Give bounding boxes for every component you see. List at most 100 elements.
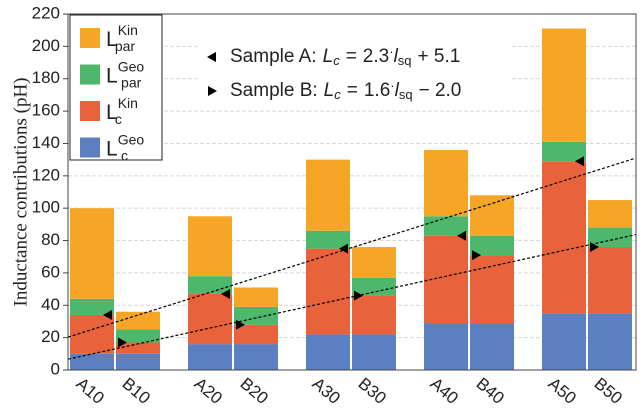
- legend-label-part: Kin: [118, 95, 138, 111]
- y-tick-label: 160: [32, 101, 60, 120]
- equation-part: L: [324, 80, 335, 101]
- x-tick-label: B30: [355, 374, 390, 408]
- legend-label-part: c: [115, 111, 122, 127]
- legend-swatch: [80, 64, 100, 85]
- bar-segment: [352, 334, 396, 370]
- y-tick-label: 80: [41, 230, 60, 249]
- x-tick-label: B50: [591, 374, 626, 408]
- bar-segment: [470, 235, 514, 256]
- x-tick-label: A10: [73, 374, 108, 408]
- fit-equation: Sample A: Lc = 2.3·lsq + 5.1: [230, 44, 460, 68]
- bar-segment: [306, 248, 350, 335]
- y-tick-label: 20: [41, 327, 60, 346]
- x-tick-label: B20: [237, 374, 272, 408]
- equation-part: ·: [389, 44, 393, 59]
- legend-label-part: par: [115, 38, 136, 54]
- bar-segment: [234, 324, 278, 345]
- bar-segment: [116, 311, 160, 330]
- bar-segment: [352, 277, 396, 296]
- bar-segment: [470, 255, 514, 324]
- bar-segment: [70, 353, 114, 370]
- bar-segment: [352, 247, 396, 278]
- x-tick-label: B10: [119, 374, 154, 408]
- bar-segment: [188, 344, 232, 370]
- y-tick-label: 180: [32, 68, 60, 87]
- legend-label-part: L: [106, 101, 118, 124]
- legend-swatch: [80, 137, 100, 158]
- bar-segment: [542, 313, 586, 370]
- equation-part: =: [347, 80, 358, 101]
- bar-segment: [116, 342, 160, 354]
- lc-marker: [236, 319, 245, 330]
- equation-part: 2.3: [363, 46, 389, 67]
- bar-segment: [234, 287, 278, 307]
- legend-label-part: Geo: [118, 131, 145, 147]
- bar-segment: [234, 344, 278, 370]
- x-tick-label: A40: [427, 374, 462, 408]
- bar-segment: [470, 323, 514, 370]
- y-axis-label: Inductance contributions (pH): [10, 78, 31, 307]
- lc-marker: [118, 337, 127, 348]
- y-tick-label: 140: [32, 133, 60, 152]
- equation-part: ·: [390, 78, 394, 93]
- lc-marker: [221, 288, 230, 299]
- equation-part: l: [395, 80, 400, 101]
- equation-part: 1.6: [364, 80, 390, 101]
- x-tick-label: B40: [473, 374, 508, 408]
- y-tick-label: 0: [51, 359, 60, 378]
- x-tick-label: A20: [191, 374, 226, 408]
- y-tick-label: 220: [32, 3, 60, 22]
- bar-segment: [188, 293, 232, 345]
- bar-segment: [116, 329, 160, 343]
- legend-swatch: [80, 28, 100, 48]
- legend-label: LGeo c: [106, 131, 144, 163]
- y-tick-label: 40: [41, 295, 60, 314]
- bar-segment: [588, 200, 632, 228]
- bar-segment: [588, 313, 632, 370]
- lc-marker: [103, 309, 112, 320]
- y-tick-label: 200: [32, 36, 60, 55]
- equation-part: =: [346, 46, 357, 67]
- bar-segment: [588, 227, 632, 248]
- legend-label-part: Geo: [118, 58, 145, 74]
- equation-part: L: [323, 46, 334, 67]
- lc-marker: [354, 290, 363, 301]
- equation-part: sq: [399, 87, 413, 102]
- legend-swatch: [80, 101, 100, 121]
- y-tick-label: 60: [41, 262, 60, 281]
- equation-part: Sample B:: [230, 80, 318, 101]
- y-tick-label: 120: [32, 165, 60, 184]
- bar-segment: [470, 195, 514, 236]
- bar-segment: [424, 323, 468, 370]
- bar-segment: [306, 230, 350, 249]
- equation-part: c: [333, 53, 340, 68]
- fit-line: [68, 233, 636, 360]
- legend-label: LKin par: [106, 22, 138, 54]
- bar-segment: [424, 149, 468, 217]
- legend-label-part: Kin: [118, 22, 138, 38]
- equation-part: c: [334, 87, 341, 102]
- bar-segment: [188, 216, 232, 277]
- bar-segment: [588, 247, 632, 314]
- equation-part: Sample A:: [230, 46, 317, 67]
- x-tick-label: A30: [309, 374, 344, 408]
- bar-segment: [116, 353, 160, 370]
- bar-segment: [542, 141, 586, 162]
- bar-segment: [542, 161, 586, 314]
- bar-segment: [542, 28, 586, 142]
- equation-part: l: [394, 46, 399, 67]
- plot-frame: [67, 13, 637, 371]
- bar-segment: [234, 306, 278, 325]
- x-tick-label: A50: [545, 374, 580, 408]
- bar-segment: [70, 208, 114, 299]
- y-tick-label: 100: [32, 198, 60, 217]
- lc-marker: [472, 250, 481, 261]
- equation-part: + 5.1: [418, 46, 461, 67]
- lc-marker: [339, 243, 348, 254]
- legend-label-part: L: [106, 28, 118, 51]
- bar-segment: [424, 216, 468, 236]
- lc-marker: [575, 156, 584, 167]
- bar-segment: [352, 295, 396, 335]
- legend-marker: [207, 52, 216, 62]
- fit-line: [68, 157, 636, 338]
